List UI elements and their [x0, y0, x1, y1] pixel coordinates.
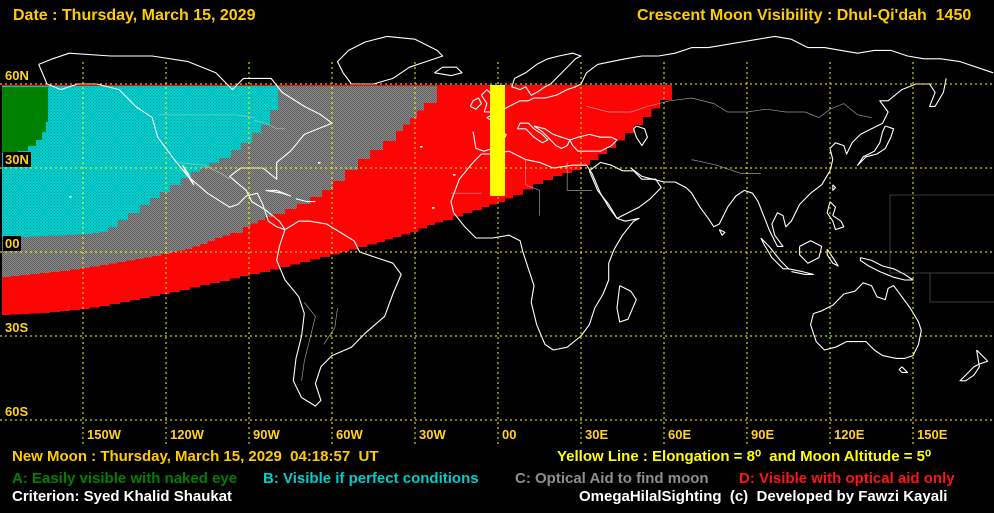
lon-label-120E: 120E: [833, 427, 866, 442]
coastline: [450, 150, 640, 351]
credit-label: OmegaHilalSighting (c) Developed by Fawz…: [579, 488, 948, 505]
border-line: [301, 302, 316, 381]
coastline: [810, 282, 922, 359]
coastline: [511, 52, 582, 96]
coastline: [788, 268, 814, 275]
new-moon-label: New Moon : Thursday, March 15, 2029 04:1…: [12, 448, 379, 465]
zone-b-perfect-conditions: [2, 86, 278, 238]
border-line: [174, 162, 230, 180]
lat-lon-grid: [0, 62, 994, 444]
criterion-label: Criterion: Syed Khalid Shaukat: [12, 488, 233, 505]
country-borders: [157, 97, 872, 381]
zone-a-naked-eye: [2, 87, 48, 153]
coastline: [760, 237, 790, 270]
coastline: [516, 122, 549, 144]
lat-label-60N: 60N: [3, 68, 31, 83]
coastline: [832, 184, 837, 191]
island-dot: [318, 162, 321, 164]
lat-label-00: 00: [3, 236, 22, 251]
island-dot: [420, 146, 423, 148]
coastline: [859, 257, 914, 281]
coastline: [799, 240, 823, 264]
coastline: [569, 133, 618, 152]
border-line: [566, 162, 593, 191]
lon-label-90E: 90E: [750, 427, 776, 442]
coastline: [469, 97, 482, 110]
border-line: [691, 159, 761, 174]
coastline: [336, 35, 444, 85]
faint-line: [889, 195, 994, 274]
lon-label-30W: 30W: [417, 427, 447, 442]
coastline: [588, 161, 662, 219]
pacific-boundary-lines: [889, 194, 994, 303]
date-label: Date : Thursday, March 15, 2029: [13, 7, 256, 24]
coastline: [533, 125, 571, 149]
legend-item-d: D: Visible with optical aid only: [739, 470, 955, 487]
lon-label-120W: 120W: [168, 427, 205, 442]
lon-label-00: 00: [501, 427, 518, 442]
coastline: [182, 164, 195, 186]
legend-item-b: B: Visible if perfect conditions: [263, 470, 479, 487]
visibility-title: Crescent Moon Visibility : Dhul-Qi'dah 1…: [637, 7, 972, 24]
coastline: [857, 125, 895, 166]
coastline: [295, 198, 316, 203]
coastline: [276, 220, 402, 407]
faint-line: [929, 273, 994, 303]
border-line: [157, 114, 255, 118]
coastline: [959, 349, 989, 382]
lat-label-30S: 30S: [3, 320, 31, 335]
lat-label-30N: 30N: [3, 152, 31, 167]
coastline: [826, 201, 845, 231]
coastline: [633, 125, 648, 147]
border-line: [323, 307, 338, 345]
legend-item-c: C: Optical Aid to find moon: [515, 470, 709, 487]
elongation-altitude-yellow-line: [490, 85, 505, 196]
legend-item-a: A: Easily visible with naked eye: [12, 470, 238, 487]
lat-label-60S: 60S: [3, 404, 31, 419]
lon-label-60W: 60W: [334, 427, 364, 442]
island-dot: [69, 196, 72, 198]
lon-label-60E: 60E: [667, 427, 693, 442]
island-dot: [453, 174, 456, 176]
coastline: [898, 366, 909, 373]
lon-label-150W: 150W: [85, 427, 122, 442]
visibility-zones: [2, 85, 672, 315]
coastline: [265, 189, 292, 197]
yellow-line-label: Yellow Line : Elongation = 8⁰ and Moon A…: [557, 448, 931, 465]
coastline: [580, 35, 994, 85]
coastline: [718, 229, 726, 236]
lon-label-30E: 30E: [584, 427, 610, 442]
lon-label-90W: 90W: [251, 427, 281, 442]
border-line: [254, 120, 285, 130]
coastline: [434, 66, 463, 77]
border-line: [525, 159, 540, 216]
coastline: [630, 78, 947, 247]
lon-label-150E: 150E: [916, 427, 949, 442]
coastline: [826, 248, 839, 267]
coastline: [616, 285, 637, 323]
island-dots: [69, 146, 456, 209]
coastline: [38, 52, 333, 231]
island-dot: [432, 207, 435, 209]
